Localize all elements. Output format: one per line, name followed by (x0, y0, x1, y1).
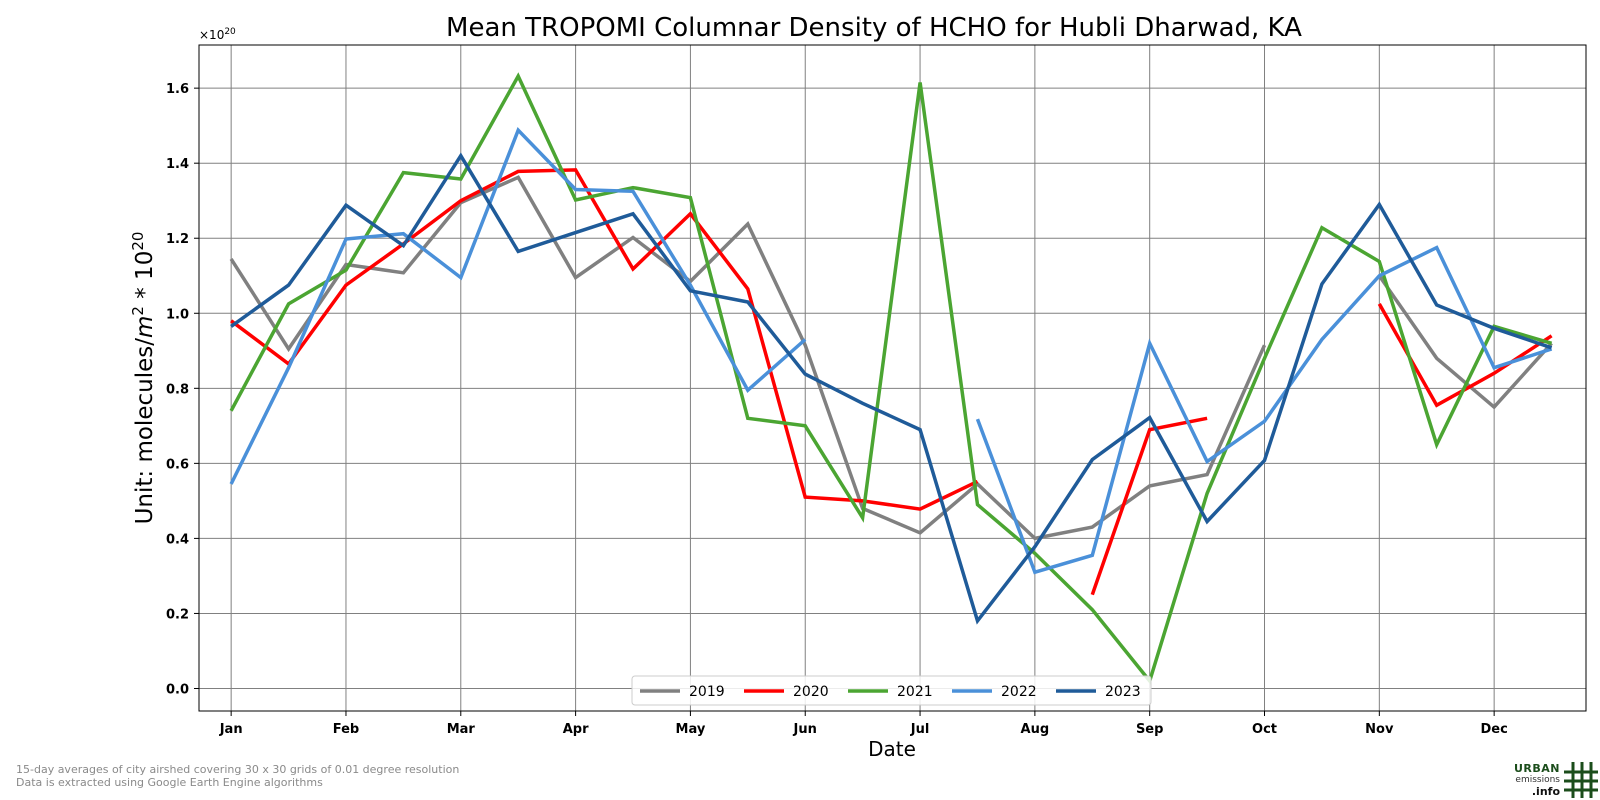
x-tick-label: Oct (1252, 722, 1277, 737)
x-tick-label: Jan (219, 722, 243, 737)
legend-box (631, 675, 1152, 706)
y-axis-ticks: 0.0 0.2 0.4 0.6 0.8 1.0 1.2 1.4 1.6 (166, 82, 199, 697)
y-offset-label: ×1020 (199, 27, 236, 42)
legend-label-2023: 2023 (1105, 684, 1141, 700)
x-tick-label: Nov (1365, 722, 1394, 737)
y-tick-label: 1.0 (166, 307, 189, 322)
x-tick-label: Aug (1021, 722, 1050, 737)
y-tick-label: 1.6 (166, 82, 189, 97)
y-tick-label: 0.2 (166, 607, 189, 622)
series-lines (229, 72, 1553, 685)
x-tick-label: Apr (563, 722, 589, 737)
grid (199, 45, 1586, 711)
legend-label-2021: 2021 (897, 684, 933, 700)
series-line-2023 (230, 152, 1553, 625)
y-tick-label: 1.2 (166, 232, 189, 247)
y-tick-label: 0.4 (166, 532, 189, 547)
y-tick-label: 0.6 (166, 457, 189, 472)
legend-label-2022: 2022 (1001, 684, 1037, 700)
series-line-2022 (229, 127, 1553, 575)
x-tick-label: May (676, 722, 706, 737)
series-line-2021 (229, 72, 1553, 685)
x-tick-label: Dec (1480, 722, 1507, 737)
x-tick-label: Jun (793, 722, 817, 737)
legend-label-2020: 2020 (793, 684, 829, 700)
plot-frame (198, 44, 1587, 712)
x-tick-label: Jul (910, 722, 930, 737)
grid-logo-icon (1564, 762, 1598, 798)
footnote-source: Data is extracted using Google Earth Eng… (16, 776, 323, 789)
x-tick-label: Feb (333, 722, 359, 737)
x-axis-ticks: Jan Feb Mar Apr May Jun Jul Aug Sep Oct Nov Dec (219, 711, 1508, 737)
y-tick-label: 0.8 (166, 382, 189, 397)
y-axis-label: Unit: molecules/m2 * 1020 (129, 232, 158, 525)
x-axis-label: Date (868, 737, 916, 761)
logo-text-info: .info (1531, 785, 1560, 798)
y-tick-label: 0.0 (166, 682, 189, 697)
legend: 2019 2020 2021 2022 2023 (631, 675, 1152, 706)
x-tick-label: Mar (447, 722, 476, 737)
series-line-2020 (230, 168, 1553, 596)
logo-text-urban: URBAN (1513, 762, 1560, 775)
y-tick-label: 1.4 (166, 157, 189, 172)
logo-text-emissions: emissions (1515, 775, 1560, 785)
urban-emissions-logo: URBAN emissions .info (1496, 760, 1600, 800)
series-line-2019 (229, 175, 1553, 541)
legend-label-2019: 2019 (689, 684, 725, 700)
x-tick-label: Sep (1136, 722, 1164, 737)
chart-title: Mean TROPOMI Columnar Density of HCHO fo… (446, 13, 1302, 43)
footnote-averages: 15-day averages of city airshed covering… (16, 763, 460, 776)
